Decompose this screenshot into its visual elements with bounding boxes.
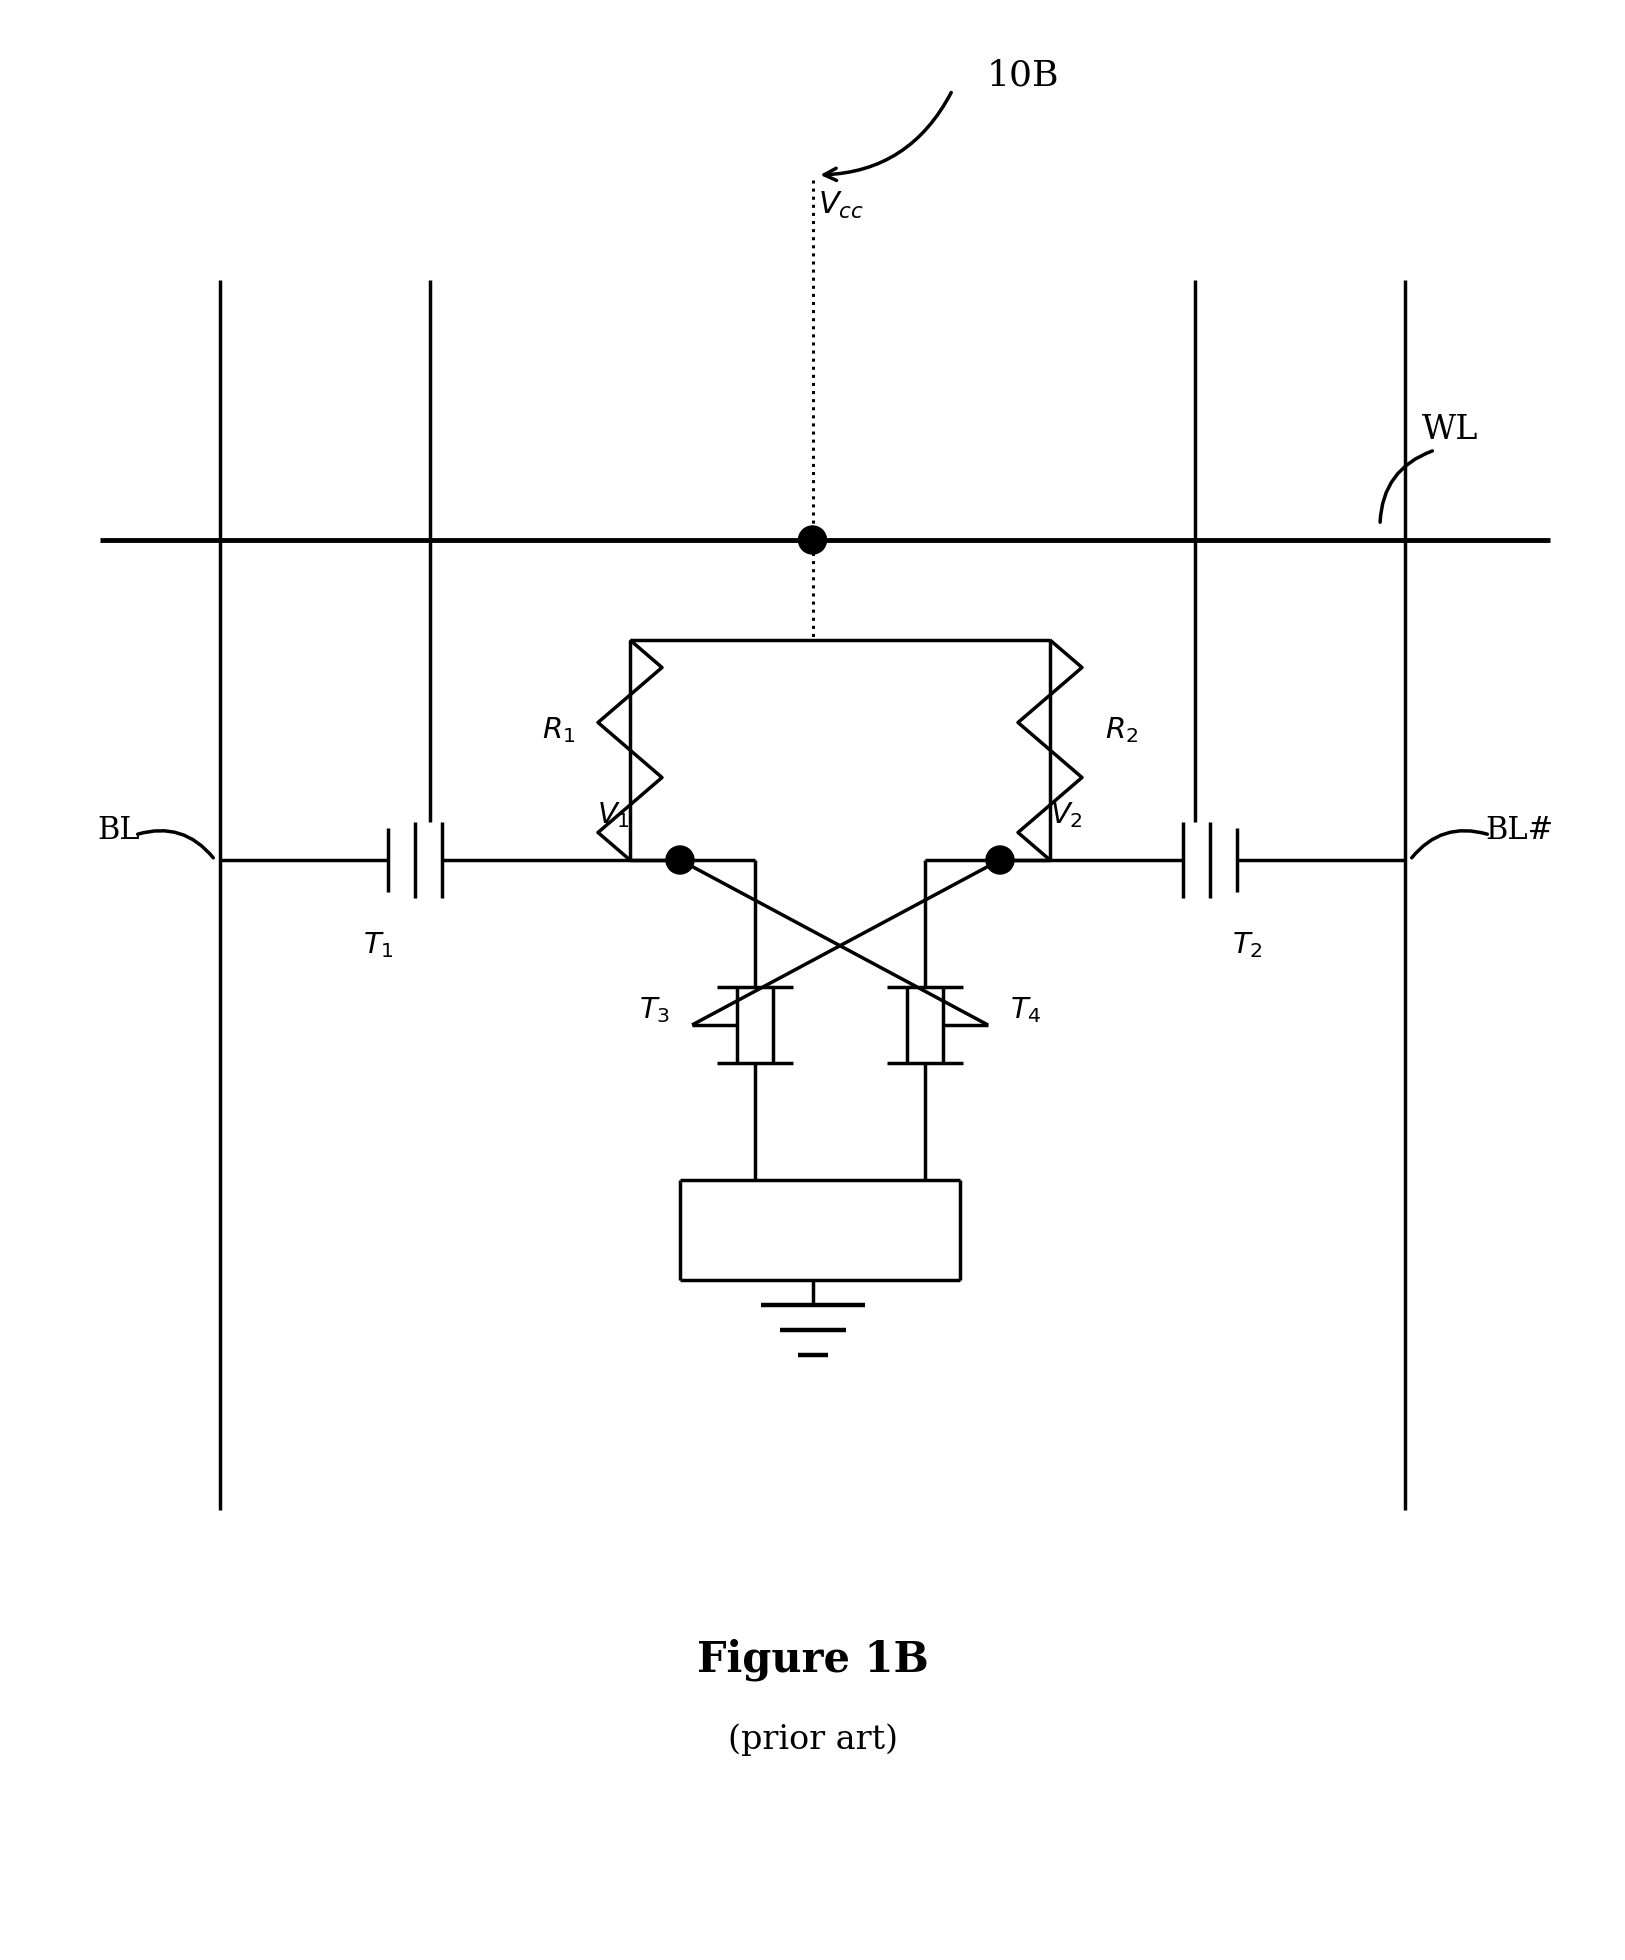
- Text: $V_1$: $V_1$: [596, 800, 630, 829]
- Text: BL: BL: [98, 815, 140, 845]
- Text: BL#: BL#: [1485, 815, 1554, 845]
- Circle shape: [666, 847, 694, 874]
- Circle shape: [798, 525, 827, 555]
- Text: $T_3$: $T_3$: [639, 996, 669, 1025]
- Text: $T_4$: $T_4$: [1011, 996, 1042, 1025]
- Text: 10B: 10B: [986, 59, 1060, 92]
- Circle shape: [986, 847, 1014, 874]
- Text: $R_1$: $R_1$: [541, 715, 575, 745]
- Text: Figure 1B: Figure 1B: [697, 1639, 928, 1682]
- Text: $V_{cc}$: $V_{cc}$: [817, 190, 863, 221]
- Text: $R_2$: $R_2$: [1105, 715, 1137, 745]
- Text: $T_1$: $T_1$: [362, 931, 393, 960]
- Text: WL: WL: [1422, 414, 1479, 447]
- Text: (prior art): (prior art): [728, 1723, 897, 1756]
- Text: $V_2$: $V_2$: [1050, 800, 1082, 829]
- Text: $T_2$: $T_2$: [1232, 931, 1263, 960]
